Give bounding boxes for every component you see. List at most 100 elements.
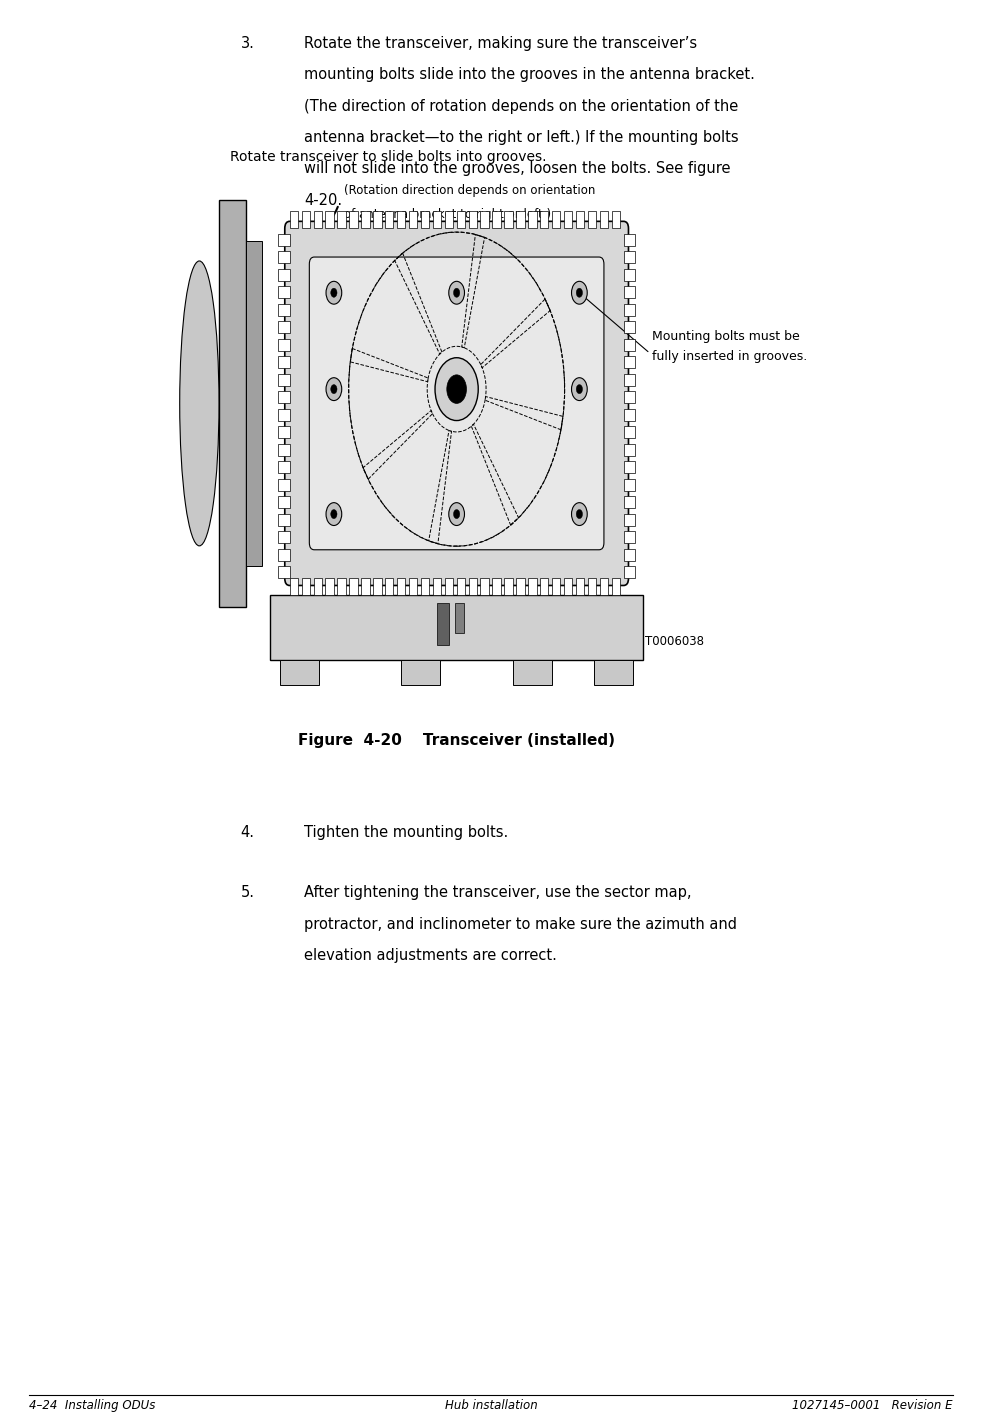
Bar — [624, 565, 635, 578]
Text: Tighten the mounting bolts.: Tighten the mounting bolts. — [304, 825, 509, 841]
Bar — [612, 578, 620, 595]
Text: (Rotation direction depends on orientation: (Rotation direction depends on orientati… — [344, 184, 595, 197]
Bar — [278, 408, 290, 421]
Bar — [278, 268, 290, 281]
Bar — [278, 304, 290, 316]
Bar — [624, 461, 635, 474]
Bar — [280, 660, 319, 685]
Circle shape — [454, 288, 460, 297]
Bar — [624, 426, 635, 438]
Bar — [278, 251, 290, 264]
Bar — [278, 531, 290, 544]
Bar — [624, 496, 635, 508]
Bar — [338, 578, 346, 595]
Bar — [624, 338, 635, 351]
Bar — [513, 660, 552, 685]
Bar — [624, 514, 635, 526]
Bar — [397, 211, 406, 228]
Bar — [528, 211, 536, 228]
Bar — [270, 595, 643, 660]
Circle shape — [331, 510, 337, 518]
Circle shape — [576, 510, 582, 518]
Bar — [278, 565, 290, 578]
Text: Mounting bolts must be: Mounting bolts must be — [652, 330, 799, 343]
FancyBboxPatch shape — [309, 257, 604, 550]
Circle shape — [331, 384, 337, 394]
Bar — [540, 211, 548, 228]
Text: of antenna bracket to right or left.): of antenna bracket to right or left.) — [344, 208, 551, 221]
Text: T0006038: T0006038 — [645, 635, 704, 648]
Text: 4–24  Installing ODUs: 4–24 Installing ODUs — [29, 1399, 156, 1412]
Text: 3.: 3. — [241, 36, 254, 51]
Bar — [528, 578, 536, 595]
Bar — [409, 578, 417, 595]
Bar — [552, 211, 561, 228]
Bar — [246, 241, 262, 567]
Circle shape — [449, 503, 464, 526]
Bar — [301, 211, 310, 228]
Bar — [624, 268, 635, 281]
Bar — [278, 514, 290, 526]
Bar — [278, 478, 290, 491]
Text: Hub installation: Hub installation — [445, 1399, 537, 1412]
Bar — [421, 578, 429, 595]
Bar — [338, 211, 346, 228]
Text: fully inserted in grooves.: fully inserted in grooves. — [652, 350, 807, 364]
Bar — [278, 444, 290, 456]
Bar — [517, 211, 524, 228]
Bar — [350, 578, 357, 595]
Text: 1027145–0001   Revision E: 1027145–0001 Revision E — [792, 1399, 953, 1412]
Bar — [612, 211, 620, 228]
FancyArrowPatch shape — [293, 207, 338, 236]
Bar — [325, 211, 334, 228]
Bar — [505, 211, 513, 228]
Bar — [624, 478, 635, 491]
Bar — [278, 321, 290, 334]
Bar — [588, 578, 596, 595]
Bar — [421, 211, 429, 228]
Bar — [278, 391, 290, 404]
Bar — [445, 578, 453, 595]
Bar — [373, 578, 381, 595]
Text: will not slide into the grooves, loosen the bolts. See figure: will not slide into the grooves, loosen … — [304, 161, 731, 177]
Circle shape — [447, 376, 466, 404]
Bar — [301, 578, 310, 595]
Bar — [552, 578, 561, 595]
Bar — [278, 426, 290, 438]
Bar — [397, 578, 406, 595]
Bar — [325, 578, 334, 595]
Text: After tightening the transceiver, use the sector map,: After tightening the transceiver, use th… — [304, 885, 692, 901]
Text: protractor, and inclinometer to make sure the azimuth and: protractor, and inclinometer to make sur… — [304, 917, 737, 932]
Circle shape — [572, 378, 587, 401]
Bar — [468, 211, 477, 228]
Bar — [433, 578, 441, 595]
Text: 5.: 5. — [241, 885, 254, 901]
Bar — [624, 444, 635, 456]
Bar — [445, 211, 453, 228]
Bar — [219, 200, 246, 607]
Text: 4.: 4. — [241, 825, 254, 841]
Bar — [624, 548, 635, 561]
Bar — [373, 211, 381, 228]
Bar — [505, 578, 513, 595]
Text: Figure  4-20    Transceiver (installed): Figure 4-20 Transceiver (installed) — [299, 733, 615, 748]
Circle shape — [331, 288, 337, 297]
Bar — [401, 660, 440, 685]
Text: Rotate the transceiver, making sure the transceiver’s: Rotate the transceiver, making sure the … — [304, 36, 697, 51]
Bar — [385, 578, 394, 595]
Bar — [624, 286, 635, 298]
Text: mounting bolts slide into the grooves in the antenna bracket.: mounting bolts slide into the grooves in… — [304, 67, 755, 83]
Bar — [278, 548, 290, 561]
Text: (The direction of rotation depends on the orientation of the: (The direction of rotation depends on th… — [304, 99, 738, 114]
Bar — [624, 304, 635, 316]
Bar — [278, 496, 290, 508]
Circle shape — [572, 503, 587, 526]
Circle shape — [326, 378, 342, 401]
Circle shape — [326, 281, 342, 304]
Bar — [624, 251, 635, 264]
Bar — [575, 578, 584, 595]
Bar — [600, 211, 608, 228]
Bar — [278, 356, 290, 368]
Circle shape — [449, 281, 464, 304]
Circle shape — [576, 384, 582, 394]
